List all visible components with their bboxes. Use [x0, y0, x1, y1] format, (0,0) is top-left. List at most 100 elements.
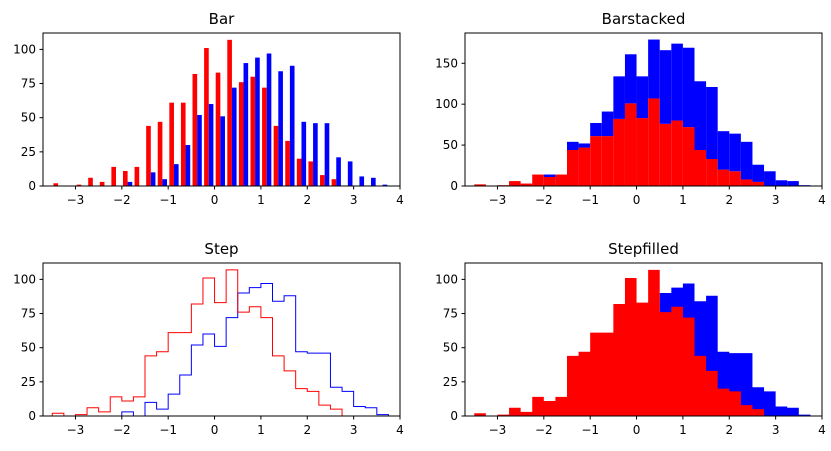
- bar-red: [509, 181, 521, 186]
- bar-red: [308, 161, 314, 186]
- step-line-red: [51, 269, 400, 417]
- y-tick-label: 100: [435, 272, 458, 286]
- bar-blue: [740, 141, 753, 180]
- bar-red: [204, 48, 209, 186]
- bar-blue: [371, 177, 376, 186]
- x-tick-label: 3: [350, 193, 358, 207]
- bar-red: [624, 103, 637, 186]
- bar-blue: [266, 53, 272, 186]
- axes-frame: [42, 262, 401, 417]
- bar-red: [180, 102, 186, 186]
- bar-red: [671, 120, 683, 186]
- bar-red: [752, 181, 765, 186]
- bar-blue: [706, 87, 718, 159]
- y-tick-label: 100: [13, 272, 36, 286]
- bar-blue: [324, 123, 330, 186]
- x-tick-label: −3: [489, 193, 507, 207]
- panel-bar: Bar −3 −2 −1 0 1 2 3 4 0 25 50 75 100: [13, 10, 404, 207]
- x-tick-label: 1: [257, 423, 265, 437]
- bar-blue: [185, 145, 191, 186]
- bar-red: [331, 179, 337, 186]
- bar-red: [659, 123, 672, 186]
- bar-red: [520, 183, 533, 186]
- x-tick-label: −3: [489, 423, 507, 437]
- bar-blue: [359, 176, 365, 186]
- bar-blue: [578, 143, 591, 148]
- bar-blue: [231, 87, 237, 186]
- bar-blue: [694, 81, 707, 150]
- bar-blue: [567, 141, 579, 150]
- y-tick-label: 150: [435, 56, 458, 70]
- x-tick-label: 4: [396, 423, 404, 437]
- x-tick-label: 4: [818, 423, 826, 437]
- chart-title: Bar: [209, 10, 235, 28]
- step-line-blue: [52, 282, 400, 417]
- x-tick-label: 1: [257, 193, 265, 207]
- panel-stepfilled: Stepfilled −3 −2 −1 0 1 2 3 4 0 25 50 75 100: [435, 240, 826, 437]
- y-tick-label: 0: [28, 409, 36, 423]
- bar-blue: [613, 76, 625, 119]
- bar-blue: [243, 63, 249, 186]
- bar-blue: [173, 164, 179, 186]
- bar-red: [682, 127, 695, 186]
- y-tick-label: 0: [450, 179, 458, 193]
- y-tick-label: 50: [21, 341, 36, 355]
- bar-red: [99, 181, 105, 186]
- x-tick-label: −1: [159, 193, 177, 207]
- y-tick-label: 75: [443, 307, 458, 321]
- bar-red: [532, 174, 544, 186]
- bar-red: [111, 166, 117, 186]
- x-tick-label: 0: [211, 423, 219, 437]
- bar-red: [729, 171, 741, 186]
- y-tick-label: 0: [28, 179, 36, 193]
- y-tick-label: 0: [450, 409, 458, 423]
- bar-red: [53, 183, 59, 186]
- bar-red: [215, 72, 221, 186]
- y-tick-label: 75: [21, 307, 36, 321]
- bar-red: [273, 125, 279, 186]
- x-tick-label: 3: [772, 423, 780, 437]
- bar-red: [157, 121, 163, 186]
- bar-red: [296, 158, 302, 186]
- x-tick-label: −2: [535, 423, 553, 437]
- bar-blue: [278, 71, 283, 186]
- bar-red: [227, 39, 232, 187]
- y-tick-label: 100: [435, 97, 458, 111]
- bar-blue: [671, 43, 683, 121]
- bar-blue: [255, 57, 260, 186]
- x-tick-label: 3: [350, 423, 358, 437]
- x-tick-label: −2: [113, 193, 131, 207]
- bar-red: [555, 174, 567, 186]
- bar-blue: [289, 65, 295, 186]
- bar-blue: [347, 161, 353, 186]
- bar-blue: [601, 111, 614, 137]
- x-tick-label: 0: [633, 423, 641, 437]
- bar-blue: [150, 172, 156, 186]
- bar-blue: [220, 116, 225, 186]
- bar-red: [543, 177, 556, 186]
- bar-blue: [590, 123, 602, 137]
- bar-red: [192, 73, 198, 186]
- x-tick-label: 2: [725, 193, 733, 207]
- y-tick-label: 25: [21, 375, 36, 389]
- bar-blue: [682, 47, 695, 128]
- bar-blue: [729, 133, 741, 172]
- x-tick-label: −3: [67, 193, 85, 207]
- bar-red: [122, 170, 128, 186]
- panel-step: Step −3 −2 −1 0 1 2 3 4 0 25 50 75 100: [13, 240, 404, 437]
- x-tick-label: 2: [303, 423, 311, 437]
- bar-blue: [775, 180, 788, 186]
- x-tick-label: −1: [581, 193, 599, 207]
- y-tick-label: 100: [13, 42, 36, 56]
- bar-red: [88, 177, 93, 186]
- bar-red: [636, 118, 649, 186]
- bar-blue: [127, 181, 133, 186]
- bar-red: [134, 166, 140, 186]
- x-tick-label: −1: [159, 423, 177, 437]
- bar-blue: [648, 39, 660, 99]
- y-tick-label: 25: [21, 145, 36, 159]
- x-tick-label: 4: [396, 193, 404, 207]
- bar-red: [320, 175, 325, 186]
- x-tick-label: 2: [725, 423, 733, 437]
